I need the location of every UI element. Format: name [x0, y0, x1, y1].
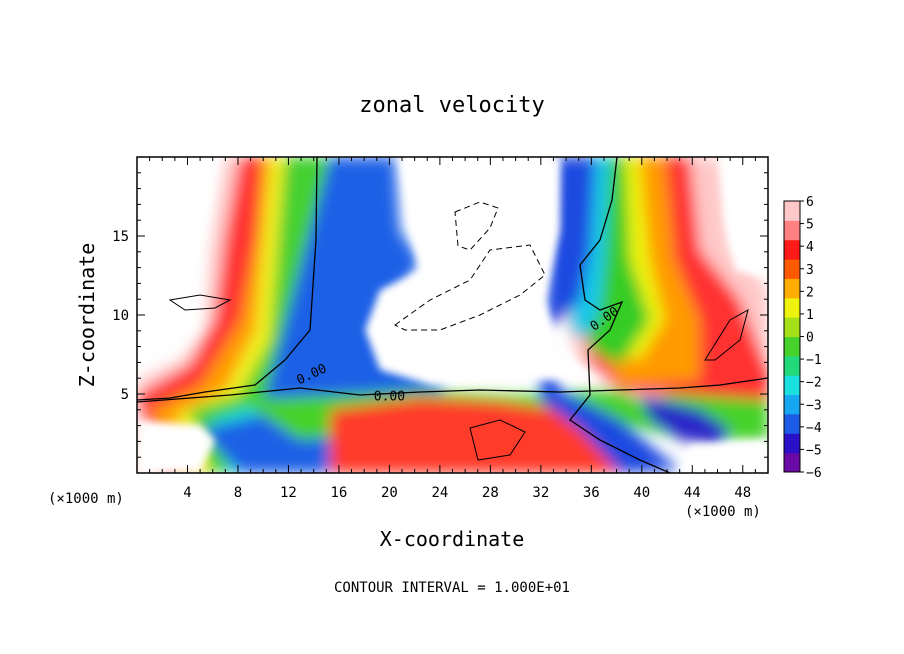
- solid-contour-left: [168, 294, 232, 311]
- zero-contour-west: [137, 157, 318, 401]
- colorbar-tick-label: 4: [806, 240, 814, 255]
- x-tick-label: 32: [532, 485, 549, 501]
- x-tick-label: 12: [280, 485, 297, 501]
- velocity-field: [137, 157, 768, 473]
- colorbar-swatch: [784, 239, 800, 260]
- colorbar-tick-label: −3: [806, 398, 822, 413]
- solid-contour-right: [704, 308, 749, 361]
- colorbar-swatch: [784, 394, 800, 415]
- colorbar-tick-label: −4: [806, 421, 822, 436]
- colorbar-swatch: [784, 220, 800, 241]
- x-tick-label: 40: [633, 485, 650, 501]
- x-tick-label: 28: [482, 485, 499, 501]
- region-low-red: [330, 398, 620, 473]
- x-tick-label: 20: [381, 485, 398, 501]
- x-tick-label: 8: [234, 485, 242, 501]
- chart-title: zonal velocity: [359, 93, 544, 118]
- x-unit-right: (×1000 m): [685, 504, 761, 520]
- x-tick-label: 44: [684, 485, 701, 501]
- solid-contour-bottom: [469, 419, 526, 461]
- colorbar-tick-label: 2: [806, 285, 814, 300]
- colorbar-swatch: [784, 375, 800, 396]
- zero-contour-low: [137, 377, 768, 403]
- x-tick-label: 4: [183, 485, 191, 501]
- x-axis-label: X-coordinate: [380, 527, 525, 551]
- x-unit-left: (×1000 m): [48, 491, 124, 507]
- colorbar-swatch: [784, 297, 800, 318]
- y-tick-label: 10: [112, 308, 129, 324]
- region-white-bottom-right: [680, 440, 768, 473]
- colorbar-swatch: [784, 433, 800, 454]
- y-tick-label: 5: [121, 387, 129, 403]
- colorbar-tick-label: 1: [806, 308, 814, 323]
- colorbar-swatch: [784, 452, 800, 473]
- colorbar-swatch: [784, 336, 800, 357]
- x-axis: 4 8 12 16 20 24 28 32 36 40 44 48: [149, 157, 756, 501]
- colorbar-tick-label: −5: [806, 443, 822, 458]
- y-tick-label: 15: [112, 229, 129, 245]
- colorbar-tick-label: −6: [806, 466, 822, 481]
- y-axis: 5 10 15: [112, 172, 768, 458]
- colorbar-tick-label: 5: [806, 218, 814, 233]
- region-white-bottom-left: [137, 420, 215, 473]
- colorbar-tick-label: 6: [806, 195, 814, 210]
- colorbar-swatch: [784, 278, 800, 299]
- colorbar-swatch: [784, 355, 800, 376]
- region-blue-east: [540, 157, 680, 473]
- colorbar: 6 5 4 3 2 1 0 −1 −2 −3 −4 −5 −6: [783, 195, 822, 481]
- region-white-left: [137, 157, 215, 300]
- contour-label: 0.00: [374, 390, 405, 405]
- colorbar-tick-label: 3: [806, 263, 814, 278]
- colorbar-swatch: [784, 259, 800, 279]
- colorbar-swatch: [784, 317, 800, 337]
- x-tick-label: 48: [734, 485, 751, 501]
- colorbar-tick-label: 0: [806, 331, 814, 346]
- contour-label-text: 0.00: [374, 390, 405, 405]
- x-tick-label: 24: [431, 485, 448, 501]
- x-tick-label: 36: [583, 485, 600, 501]
- region-white-right: [720, 157, 768, 280]
- region-white-center: [365, 157, 600, 385]
- colorbar-tick-label: −2: [806, 376, 822, 391]
- colorbar-swatch: [784, 201, 800, 221]
- x-tick-label: 16: [330, 485, 347, 501]
- footer-contour-interval: CONTOUR INTERVAL = 1.000E+01: [334, 580, 570, 596]
- dashed-contour-center: [394, 244, 546, 331]
- colorbar-swatch: [784, 413, 800, 434]
- colorbar-tick-label: −1: [806, 353, 822, 368]
- region-blue-low-east: [640, 395, 730, 445]
- y-axis-label: Z-coordinate: [75, 243, 99, 388]
- zero-contour-east: [569, 157, 671, 473]
